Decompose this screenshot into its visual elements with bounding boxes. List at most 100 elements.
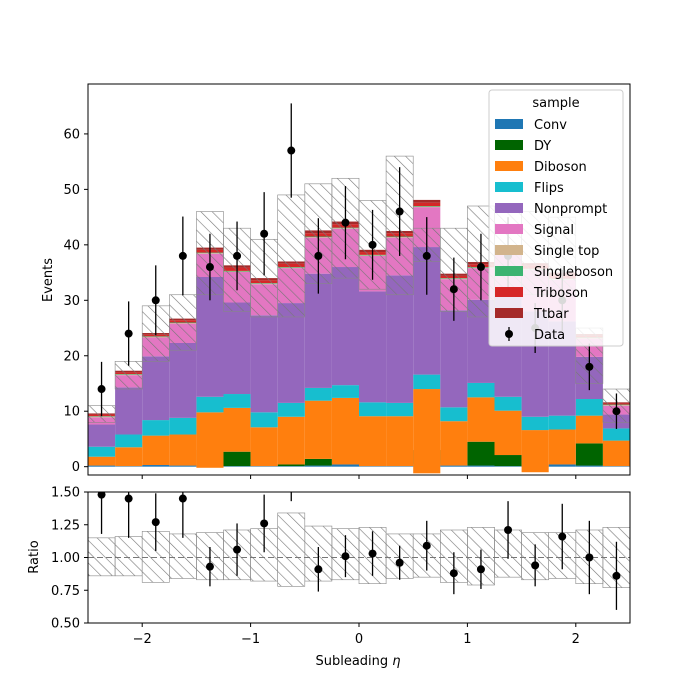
ratio-point: [612, 571, 621, 580]
bar-diboson: [331, 397, 359, 465]
bar-flips: [521, 416, 549, 431]
ratio-points: [97, 492, 621, 610]
legend-label: DY: [534, 139, 551, 154]
bar-nonprompt: [359, 291, 387, 403]
main-x-axis-ticks: [141, 475, 577, 479]
x-tick-label: 2: [572, 632, 580, 647]
data-point: [585, 362, 594, 371]
ratio-band-bin: [277, 512, 306, 587]
legend-swatch: [495, 266, 523, 276]
data-point: [476, 263, 485, 272]
legend-swatch: [495, 140, 523, 150]
bar-singleboson: [413, 206, 441, 207]
y-tick-label: 30: [63, 294, 80, 309]
bar-nonprompt: [142, 356, 170, 421]
bar-flips: [115, 434, 143, 448]
bar-diboson: [413, 389, 441, 474]
ratio-point: [585, 553, 594, 562]
legend-swatch: [495, 308, 523, 318]
bar-conv: [331, 464, 359, 467]
legend-data-marker: [505, 330, 513, 338]
bar-flips: [250, 412, 278, 428]
bar-flips: [440, 407, 468, 422]
ratio-point: [476, 565, 485, 574]
ratio-point: [531, 561, 540, 570]
ratio-point: [314, 565, 323, 574]
legend-swatch: [495, 203, 523, 213]
ratio-y-tick-label: 0.50: [51, 617, 80, 632]
bar-flips: [413, 374, 441, 390]
ratio-uncertainty-band: [88, 512, 630, 588]
y-tick-label: 0: [72, 460, 80, 475]
ratio-point: [504, 525, 513, 534]
data-point: [97, 385, 106, 394]
bar-diboson: [277, 416, 305, 465]
bar-conv: [359, 466, 387, 467]
bar-nonprompt: [169, 343, 197, 418]
bar-conv: [88, 465, 116, 467]
ratio-point: [260, 519, 269, 528]
legend-label: Singleboson: [534, 265, 613, 280]
bar-nonprompt: [440, 310, 468, 408]
bar-conv: [467, 465, 495, 467]
bar-nonprompt: [386, 275, 414, 403]
ratio-point: [124, 494, 133, 503]
bar-diboson: [467, 397, 495, 442]
bar-flips: [304, 387, 332, 401]
bar-conv: [440, 465, 468, 467]
bar-conv: [142, 465, 170, 467]
data-point: [395, 207, 404, 216]
ratio-point: [422, 541, 431, 550]
bar-conv: [548, 464, 576, 467]
ratio-y-axis-label: Ratio: [27, 540, 42, 573]
x-tick-label: −2: [133, 632, 152, 647]
legend-label: Conv: [534, 118, 567, 133]
data-point: [314, 251, 323, 260]
legend-label: Single top: [534, 244, 599, 259]
ratio-y-tick-label: 1.50: [51, 486, 80, 501]
bar-diboson: [115, 447, 143, 467]
data-point: [341, 218, 350, 227]
legend-swatch: [495, 182, 523, 192]
bar-diboson: [494, 410, 522, 456]
ratio-band-bin: [169, 533, 197, 579]
x-tick-label: 1: [463, 632, 471, 647]
bar-conv: [386, 466, 414, 467]
y-tick-label: 10: [63, 405, 80, 420]
ratio-y-tick-label: 1.00: [51, 551, 80, 566]
ratio-point: [341, 552, 350, 561]
data-point: [368, 240, 377, 249]
legend-label: Nonprompt: [534, 202, 607, 217]
ratio-band-bin: [114, 536, 143, 577]
bar-conv: [575, 465, 603, 467]
bar-nonprompt: [250, 315, 278, 413]
uncertainty-bin: [169, 294, 197, 351]
bar-conv: [277, 466, 305, 467]
data-point: [260, 229, 269, 238]
legend-label: Data: [534, 328, 565, 343]
legend-label: Flips: [534, 181, 564, 196]
ratio-point: [97, 492, 106, 499]
bar-nonprompt: [331, 267, 359, 386]
bar-dy: [304, 458, 332, 466]
ratio-point: [151, 518, 160, 527]
bar-flips: [196, 396, 224, 413]
bar-flips: [494, 396, 522, 411]
ratio-y-axis: 0.50 0.75 1.00 1.25 1.50: [51, 486, 88, 632]
bar-diboson: [548, 429, 576, 465]
bar-conv: [223, 466, 251, 467]
bar-dy: [467, 441, 495, 466]
legend-swatch: [495, 224, 523, 234]
bar-flips: [386, 402, 414, 417]
bar-conv: [169, 465, 197, 467]
bar-flips: [548, 415, 576, 430]
uncertainty-bin: [114, 361, 143, 390]
ratio-y-tick-label: 0.75: [51, 584, 80, 599]
bar-diboson: [575, 415, 603, 444]
bar-diboson: [223, 407, 251, 452]
bar-flips: [142, 420, 170, 436]
data-point: [205, 263, 214, 272]
bar-diboson: [169, 434, 197, 466]
bar-single-top: [413, 206, 441, 208]
bar-dy: [575, 443, 603, 466]
